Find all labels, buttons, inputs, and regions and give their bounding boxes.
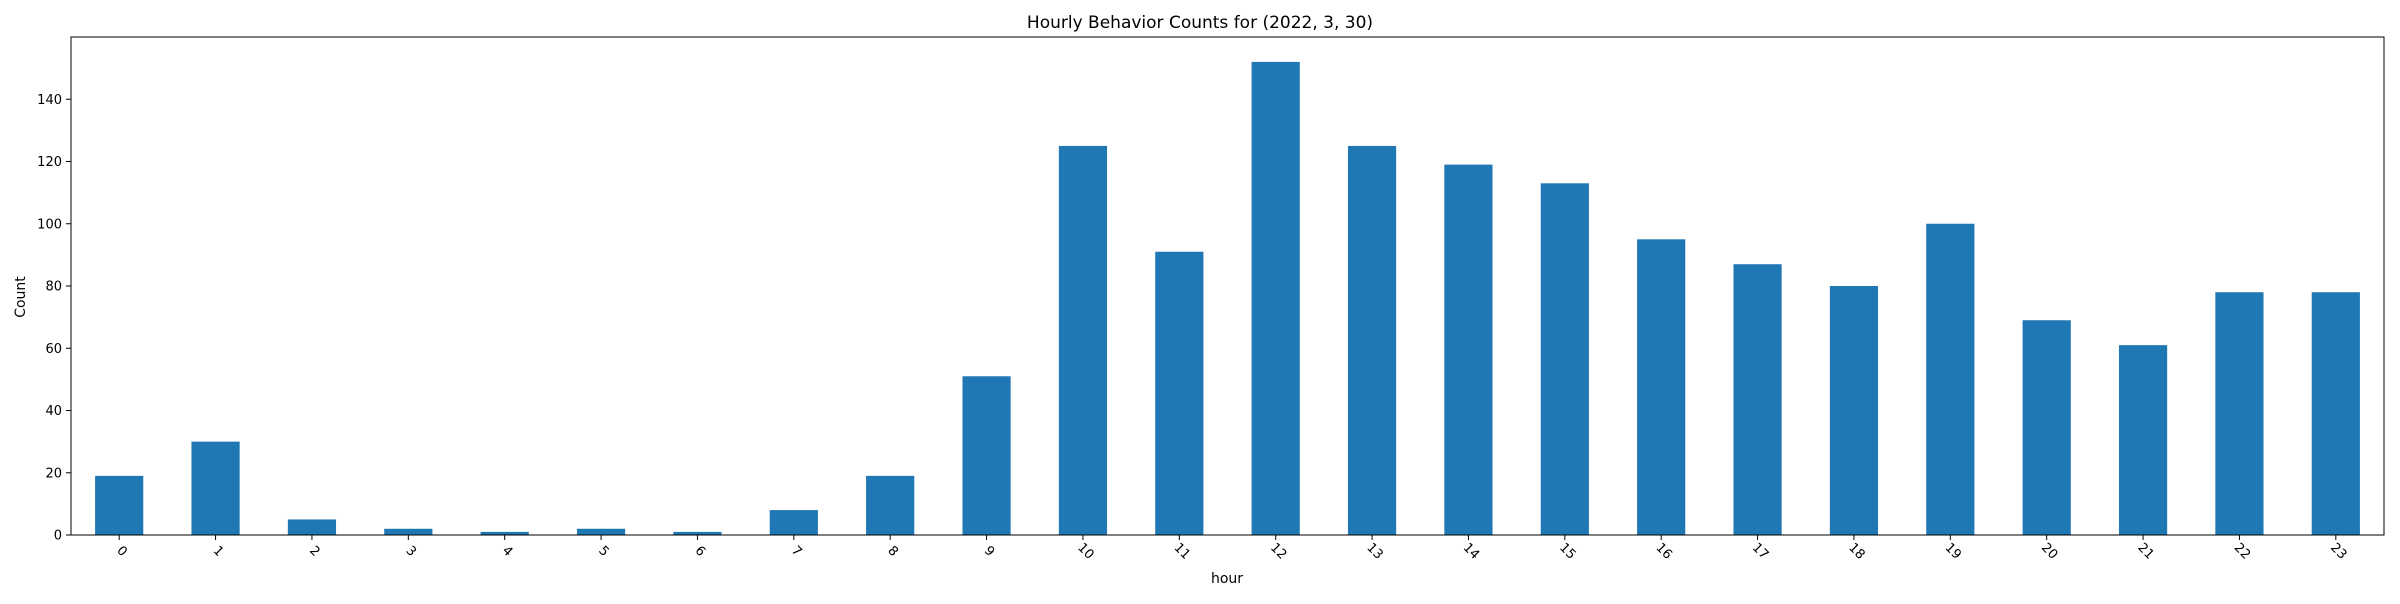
y-tick-label: 100: [37, 217, 62, 232]
x-tick-label: 8: [884, 543, 900, 559]
x-tick-label: 22: [2231, 540, 2253, 562]
y-tick-label: 120: [37, 155, 62, 170]
x-tick-label: 6: [692, 543, 708, 559]
x-tick-label: 10: [1074, 540, 1096, 562]
x-tick-label: 19: [1942, 540, 1964, 562]
bar-hour-7: [769, 510, 818, 535]
x-axis-ticks: 0 1 2 3 4 5 6 7 8 9 10 11 12 13 14 15 16 17 18 19 20 21 22 23: [113, 535, 2349, 563]
x-tick-label: 13: [1363, 540, 1385, 562]
y-tick-label: 0: [54, 529, 62, 544]
y-tick-label: 20: [45, 466, 62, 481]
bar-hour-2: [287, 519, 337, 535]
bar-hour-5: [576, 528, 626, 535]
x-tick-label: 4: [499, 543, 515, 559]
x-tick-label: 23: [2327, 540, 2349, 562]
x-tick-label: 1: [210, 543, 226, 559]
x-axis-label: hour: [1211, 571, 1243, 587]
bar-hour-11: [1155, 251, 1204, 535]
x-tick-label: 11: [1171, 540, 1193, 562]
bar-hour-12: [1251, 61, 1300, 536]
x-tick-label: 20: [2038, 540, 2060, 562]
y-tick-label: 40: [45, 404, 62, 419]
plot-frame: [70, 36, 2385, 536]
bar-hour-17: [1733, 264, 1782, 535]
x-tick-label: 17: [1749, 540, 1771, 562]
y-tick-label: 80: [45, 280, 62, 295]
x-tick-label: 14: [1460, 540, 1482, 562]
bar-hour-19: [1926, 223, 1975, 535]
bars-group: [95, 61, 2360, 536]
bar-hour-4: [480, 531, 529, 535]
x-tick-label: 0: [113, 543, 129, 559]
bar-hour-3: [384, 528, 433, 535]
x-tick-label: 18: [1845, 540, 1867, 562]
y-tick-label: 140: [37, 93, 62, 108]
x-tick-label: 12: [1267, 540, 1289, 562]
bar-hour-10: [1058, 145, 1108, 535]
y-axis-label: Count: [13, 276, 29, 318]
bar-hour-16: [1637, 239, 1686, 535]
bar-hour-8: [866, 475, 915, 535]
x-tick-label: 16: [1653, 540, 1675, 562]
bar-hour-9: [962, 376, 1011, 535]
chart-title: Hourly Behavior Counts for (2022, 3, 30): [1027, 13, 1373, 33]
y-tick-label: 60: [45, 342, 62, 357]
bar-hour-1: [191, 441, 240, 536]
bar-hour-21: [2118, 345, 2168, 535]
bar-hour-20: [2022, 320, 2071, 535]
x-tick-label: 2: [306, 543, 322, 559]
bar-hour-13: [1347, 145, 1397, 535]
bar-hour-22: [2215, 292, 2264, 535]
bar-hour-15: [1540, 183, 1589, 536]
x-tick-label: 15: [1556, 540, 1578, 562]
x-tick-label: 7: [788, 543, 804, 559]
bar-hour-23: [2311, 292, 2360, 535]
y-axis-ticks: 0 20 40 60 80 100 120 140: [37, 93, 71, 544]
x-tick-label: 9: [981, 543, 997, 559]
x-tick-label: 3: [403, 543, 419, 559]
bar-hour-0: [95, 475, 144, 535]
bar-hour-14: [1444, 164, 1493, 536]
bar-hour-6: [673, 531, 722, 535]
bar-hour-18: [1829, 286, 1879, 535]
x-tick-label: 5: [595, 543, 611, 559]
x-tick-label: 21: [2134, 540, 2156, 562]
